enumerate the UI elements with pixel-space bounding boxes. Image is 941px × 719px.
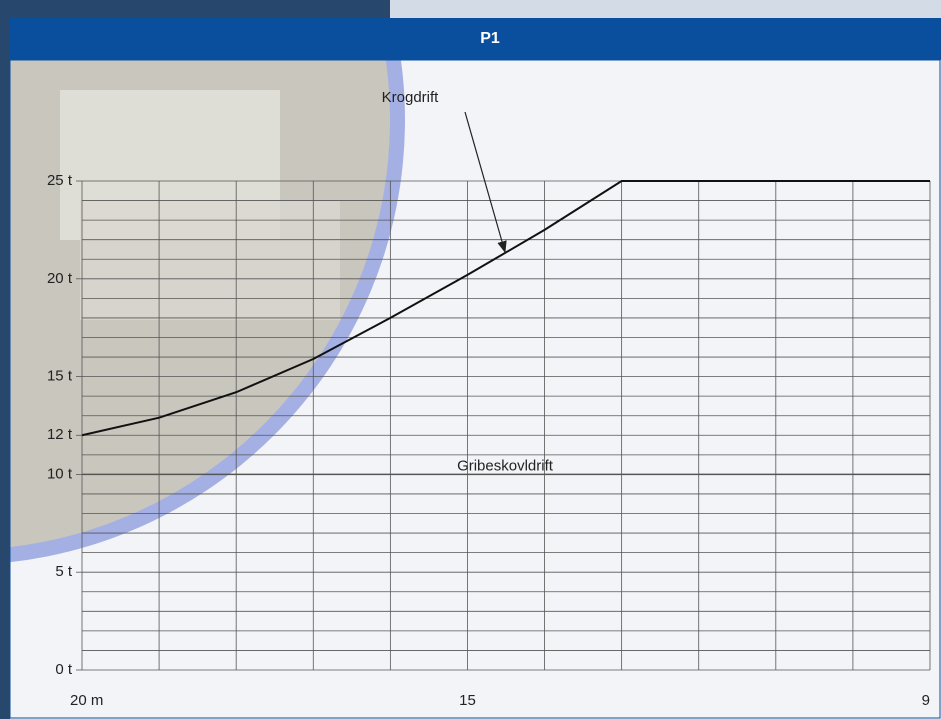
header-bar — [10, 18, 941, 60]
y-tick-label: 12 t — [47, 426, 73, 443]
series-label: Krogdrift — [382, 89, 440, 106]
y-tick-label: 5 t — [55, 563, 73, 580]
y-tick-label: 25 t — [47, 172, 73, 189]
x-tick-label: 20 m — [70, 692, 103, 709]
x-tick-label: 9 — [922, 692, 930, 709]
page: P1 0 t 5 t 10 t 12 t 15 t 20 t 25 t 20 m 15 9 Krog… — [0, 0, 941, 719]
y-tick-label: 20 t — [47, 270, 73, 287]
y-tick-label: 0 t — [55, 661, 73, 678]
x-tick-label: 15 — [459, 692, 476, 709]
chart-title: P1 — [480, 30, 500, 47]
chart: P1 0 t 5 t 10 t 12 t 15 t 20 t 25 t 20 m 15 9 Krog… — [0, 0, 941, 719]
series-label: Gribeskovldrift — [457, 457, 554, 474]
y-tick-label: 15 t — [47, 368, 73, 385]
y-tick-label: 10 t — [47, 465, 73, 482]
